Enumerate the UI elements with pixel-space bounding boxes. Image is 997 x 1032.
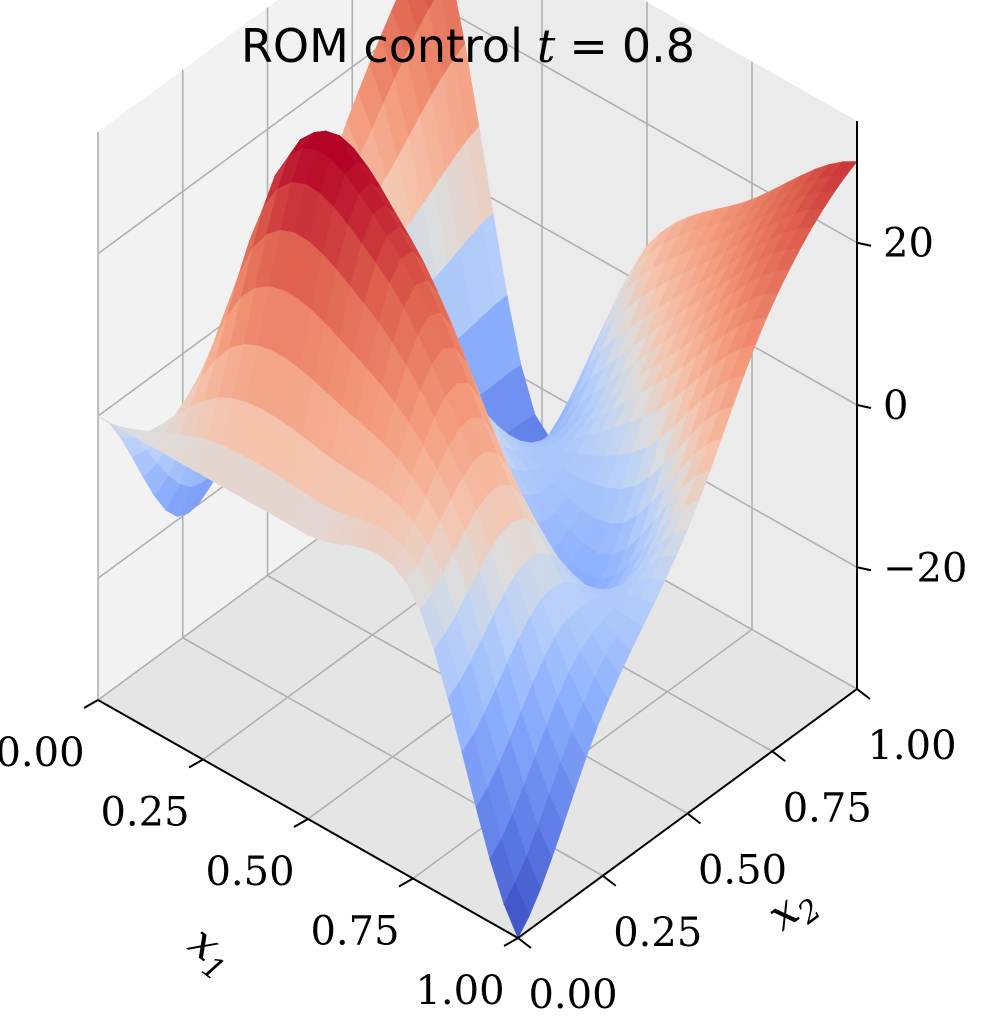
x2-tick-mark <box>602 874 617 887</box>
x2-tick-label: 0.50 <box>698 848 787 894</box>
z-tick-mark <box>856 566 872 572</box>
x2-tick-label: 1.00 <box>867 723 956 769</box>
z-tick-label: 0 <box>883 383 908 429</box>
surface-face <box>503 882 530 939</box>
x2-tick-label: 0.00 <box>528 972 617 1018</box>
x1-tick-label: 0.25 <box>100 790 189 836</box>
x1-tick-mark <box>398 877 414 888</box>
x2-tick-mark <box>686 812 702 825</box>
x2-tick-label: 0.75 <box>783 785 872 831</box>
x1-tick-mark <box>503 937 519 947</box>
chart-title-operator: = <box>569 19 608 73</box>
x2-tick-mark <box>771 750 786 763</box>
chart-title-value: 0.8 <box>622 19 695 73</box>
x1-tick-mark <box>83 699 99 709</box>
x1-tick-mark <box>293 818 309 828</box>
x2-tick-mark <box>856 688 871 700</box>
x2-tick-mark <box>517 937 532 949</box>
surface-mesh <box>97 0 858 939</box>
x1-axis-label: x1 <box>175 916 245 989</box>
surface-face <box>425 0 435 11</box>
x1-tick-label: 0.75 <box>310 909 399 955</box>
axis-lines <box>83 121 872 949</box>
tick-labels: 0.00 0.25 0.50 0.75 1.00 0.00 0.25 0.50 0.75 1.00… <box>0 221 967 1018</box>
x1-tick-label: 0.00 <box>0 730 85 776</box>
z-tick-label: −20 <box>883 545 967 591</box>
z-tick-mark <box>856 404 872 409</box>
x2-tick-label: 0.25 <box>613 910 702 956</box>
x1-tick-label: 0.50 <box>205 849 294 895</box>
chart-title-prefix: ROM control <box>241 19 523 73</box>
chart-title-variable: t <box>537 19 556 73</box>
z-tick-mark <box>856 241 872 247</box>
chart-title: ROM control t = 0.8 <box>241 19 695 73</box>
x1-tick-mark <box>188 758 204 769</box>
z-tick-label: 20 <box>883 221 934 267</box>
x1-tick-label: 1.00 <box>415 968 504 1014</box>
